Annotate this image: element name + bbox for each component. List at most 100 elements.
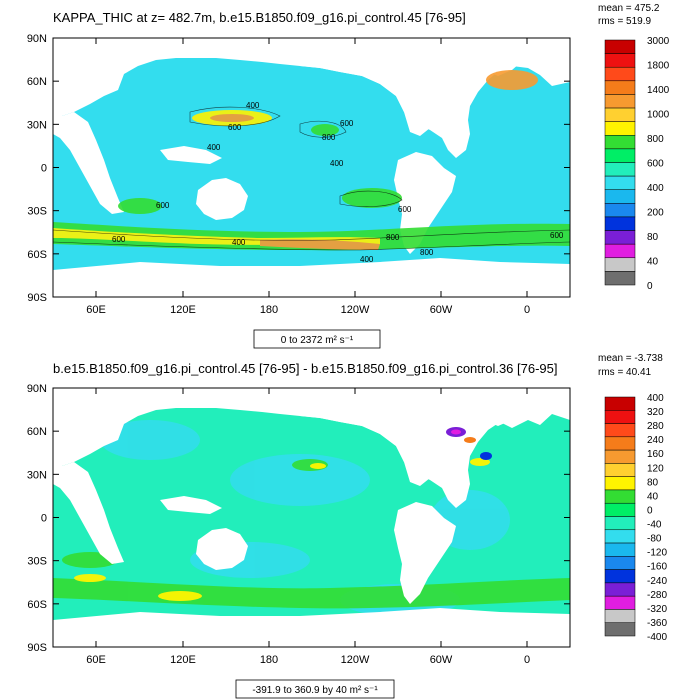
colorbar-label: -160 bbox=[647, 562, 667, 573]
central-pacific-patch bbox=[311, 124, 339, 136]
colorbar-swatch bbox=[604, 230, 636, 245]
contour-label: 800 bbox=[322, 133, 336, 142]
colorbar-swatch bbox=[604, 39, 636, 54]
colorbar-label: 600 bbox=[647, 159, 664, 170]
colorbar-label: 0 bbox=[647, 281, 653, 292]
panel2-title: b.e15.B1850.f09_g16.pi_control.45 [76-95… bbox=[53, 361, 558, 376]
colorbar-label: 1400 bbox=[647, 85, 670, 96]
colorbar-swatch bbox=[604, 463, 636, 477]
contour-label: 400 bbox=[207, 143, 221, 152]
colorbar-swatch bbox=[604, 175, 636, 190]
colorbar-swatch bbox=[604, 516, 636, 531]
colorbar-label: 280 bbox=[647, 421, 664, 432]
panel2-range-label: -391.9 to 360.9 by 40 m² s⁻¹ bbox=[252, 685, 378, 696]
colorbar-swatch bbox=[604, 121, 636, 136]
colorbar-label: -80 bbox=[647, 534, 662, 545]
colorbar-label: 240 bbox=[647, 435, 664, 446]
contour-label: 800 bbox=[386, 233, 400, 242]
lon-tick-label: 120W bbox=[341, 654, 370, 666]
lon-tick-label: 60W bbox=[430, 304, 453, 316]
land-africa bbox=[53, 112, 124, 214]
colorbar-label: -400 bbox=[647, 632, 667, 643]
colorbar-swatch bbox=[604, 203, 636, 218]
colorbar-label: 200 bbox=[647, 208, 664, 219]
panel2-map bbox=[53, 388, 570, 647]
contour-label: 400 bbox=[360, 255, 374, 264]
contour-label: 600 bbox=[112, 235, 126, 244]
contour-lines bbox=[53, 106, 570, 251]
high-value-bands bbox=[53, 70, 570, 251]
lat-tick-label: 90N bbox=[27, 383, 47, 395]
colorbar-swatch bbox=[604, 148, 636, 163]
colorbar-swatch bbox=[604, 66, 636, 82]
panel1-rms: rms = 519.9 bbox=[598, 16, 652, 27]
colorbar-label: -240 bbox=[647, 576, 667, 587]
contour-label: 600 bbox=[228, 123, 242, 132]
colorbar-swatch bbox=[604, 216, 636, 231]
lat-tick-label: 30N bbox=[27, 119, 47, 131]
colorbar-label: 80 bbox=[647, 232, 659, 243]
colorbar-label: 160 bbox=[647, 449, 664, 460]
panel1-lon-axis: 60E 120E 180 120W 60W 0 bbox=[86, 304, 530, 316]
contour-label: 600 bbox=[398, 205, 412, 214]
lat-tick-label: 0 bbox=[41, 163, 47, 175]
contour-label: 800 bbox=[420, 248, 434, 257]
colorbar-swatch bbox=[604, 135, 636, 150]
colorbar-swatch bbox=[604, 107, 636, 122]
colorbar-label: 40 bbox=[647, 491, 659, 502]
colorbar-swatch bbox=[604, 542, 636, 557]
colorbar-label: 800 bbox=[647, 134, 664, 145]
contour-label: 600 bbox=[156, 201, 170, 210]
lat-tick-label: 60S bbox=[27, 249, 47, 261]
lon-tick-label: 60W bbox=[430, 654, 453, 666]
colorbar-swatch bbox=[604, 595, 636, 610]
colorbar-label: 1000 bbox=[647, 110, 670, 121]
panel2-range-box bbox=[235, 679, 395, 699]
colorbar-swatch bbox=[604, 489, 636, 504]
colorbar-swatch bbox=[604, 189, 636, 204]
colorbar-swatch bbox=[604, 502, 636, 517]
colorbar-label: -280 bbox=[647, 590, 667, 601]
colorbar-swatch bbox=[604, 569, 636, 584]
lon-tick-label: 0 bbox=[524, 654, 530, 666]
panel2-ticks bbox=[53, 387, 570, 648]
lat-tick-label: 60N bbox=[27, 426, 47, 438]
lat-tick-label: 30S bbox=[27, 556, 47, 568]
panel1-range-box bbox=[253, 329, 381, 349]
north-atlantic-anomaly bbox=[446, 427, 492, 460]
lon-tick-label: 180 bbox=[260, 654, 278, 666]
contour-label: 400 bbox=[330, 159, 344, 168]
south-indian-patch bbox=[118, 198, 162, 214]
colorbar-label: -120 bbox=[647, 548, 667, 559]
colorbar-swatch bbox=[604, 556, 636, 570]
panel1-lat-axis: 90N 60N 30N 0 30S 60S 90S bbox=[27, 33, 47, 304]
colorbar-swatch bbox=[604, 80, 636, 95]
contour-label: 600 bbox=[340, 119, 354, 128]
panel1-map: 600 400 600 800 400 600 600 800 400 800 600 400 600 4… bbox=[53, 38, 570, 297]
land-australia bbox=[196, 178, 248, 220]
colorbar-label: -320 bbox=[647, 604, 667, 615]
colorbar-label: -40 bbox=[647, 520, 662, 531]
panel1-ticks bbox=[53, 37, 570, 298]
panel-kappa-thic: KAPPA_THIC at z= 482.7m, b.e15.B1850.f09… bbox=[27, 3, 670, 349]
lat-tick-label: 90N bbox=[27, 33, 47, 45]
land-greenland bbox=[470, 44, 526, 76]
land-indonesia bbox=[160, 146, 222, 164]
panel2-lat-axis: 90N 60N 30N 0 30S 60S 90S bbox=[27, 383, 47, 654]
panel1-mean: mean = 475.2 bbox=[598, 3, 660, 14]
panel-difference: b.e15.B1850.f09_g16.pi_control.45 [76-95… bbox=[27, 353, 667, 699]
contour-label: 400 bbox=[232, 238, 246, 247]
colorbar-swatch bbox=[604, 396, 636, 411]
colorbar-swatch bbox=[604, 609, 636, 623]
panel1-title: KAPPA_THIC at z= 482.7m, b.e15.B1850.f09… bbox=[53, 10, 466, 25]
lon-tick-label: 180 bbox=[260, 304, 278, 316]
colorbar-label: 400 bbox=[647, 393, 664, 404]
southern-band-orange bbox=[260, 239, 380, 250]
colorbar-swatch bbox=[604, 622, 636, 637]
panel2-lon-axis: 60E 120E 180 120W 60W 0 bbox=[86, 654, 530, 666]
colorbar-swatch bbox=[604, 476, 636, 491]
colorbar-swatch bbox=[604, 410, 636, 424]
land-antarctica bbox=[53, 258, 570, 297]
